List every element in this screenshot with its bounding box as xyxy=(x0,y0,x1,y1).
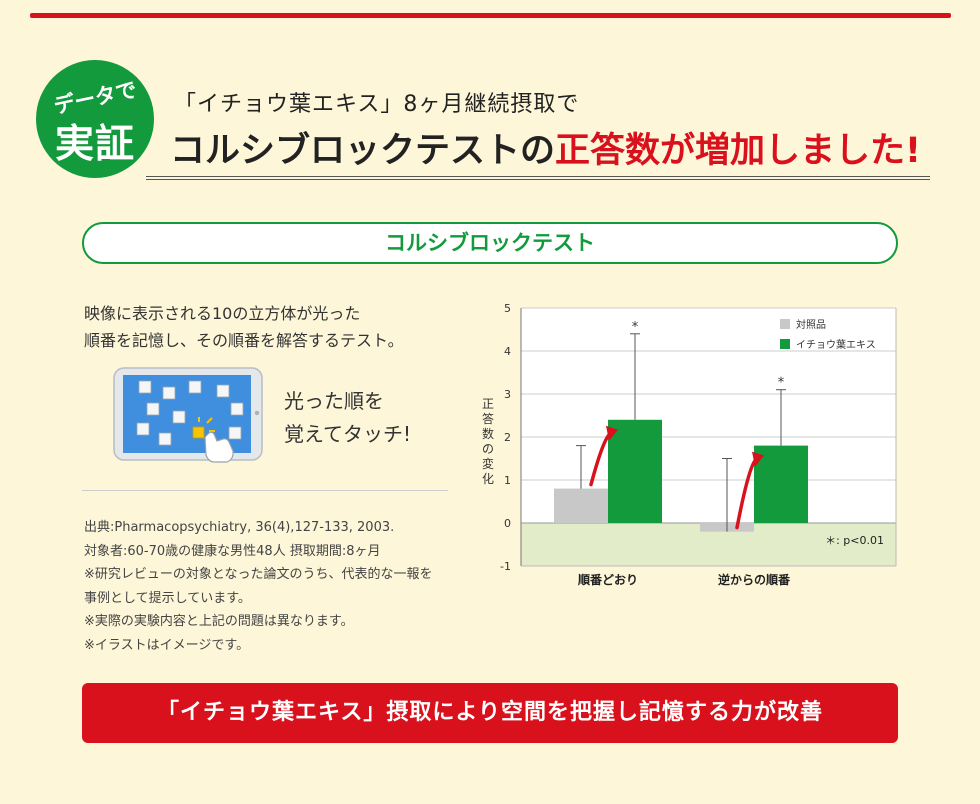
bar-ginkgo xyxy=(754,445,808,523)
significance-star: * xyxy=(632,320,639,335)
illustration-caption: 光った順を 覚えてタッチ! xyxy=(284,385,411,451)
y-axis-label-char: 変 xyxy=(482,456,494,471)
section-title-pill: コルシブロックテスト xyxy=(82,222,898,264)
note-line-6: ※イラストはイメージです。 xyxy=(84,637,250,653)
badge-big-text: 実証 xyxy=(54,122,135,167)
headline-subtitle: 「イチョウ葉エキス」8ヶ月継続摂取で xyxy=(174,92,580,117)
note-line-5: ※実際の実験内容と上記の問題は異なります。 xyxy=(84,614,354,629)
top-red-rule xyxy=(30,13,951,18)
bar-ginkgo xyxy=(608,419,662,523)
tablet-illustration xyxy=(113,367,263,463)
significance-star: * xyxy=(778,376,785,391)
description-line-2: 順番を記憶し、その順番を解答するテスト。 xyxy=(84,331,404,350)
y-tick-label: 1 xyxy=(504,474,511,487)
y-tick-label: 3 xyxy=(504,388,511,401)
section-divider xyxy=(82,490,448,491)
y-tick-label: -1 xyxy=(500,560,511,573)
increase-arrow-head xyxy=(606,425,618,441)
note-line-4: 事例として提示しています。 xyxy=(84,590,251,606)
test-description: 映像に表示される10の立方体が光った 順番を記憶し、その順番を解答するテスト。 xyxy=(84,300,404,354)
y-axis-label-char: 数 xyxy=(482,426,494,441)
headline-double-rule xyxy=(146,176,930,180)
caption-line-2: 覚えてタッチ! xyxy=(284,422,412,446)
note-line-1: 出典:Pharmacopsychiatry, 36(4),127-133, 20… xyxy=(84,520,395,535)
correct-answers-bar-chart: 5 4 3 2 1 0 -1 正答数の変化 * 順番どおり * 逆からの順番 対照品イチョウ葉エキス ＊:… xyxy=(466,296,906,596)
legend-label: 対照品 xyxy=(796,318,826,331)
bar-control xyxy=(554,488,608,523)
y-tick-label: 5 xyxy=(504,302,511,315)
y-axis-label-char: の xyxy=(482,442,494,456)
x-category-label: 順番どおり xyxy=(577,572,638,587)
headline-title-part2: 正答数が増加しました! xyxy=(555,131,921,171)
legend-swatch xyxy=(780,319,790,329)
y-tick-label: 0 xyxy=(504,517,511,530)
y-axis-label-char: 正 xyxy=(482,397,494,411)
y-tick-label: 4 xyxy=(504,345,511,358)
legend-swatch xyxy=(780,339,790,349)
y-axis-label-char: 答 xyxy=(482,411,494,426)
note-line-2: 対象者:60-70歳の健康な男性48人 摂取期間:8ヶ月 xyxy=(84,543,381,559)
x-category-label: 逆からの順番 xyxy=(718,572,791,587)
legend-label: イチョウ葉エキス xyxy=(796,338,876,351)
description-line-1: 映像に表示される10の立方体が光った xyxy=(84,304,361,323)
y-axis-label-char: 化 xyxy=(482,472,494,486)
source-notes: 出典:Pharmacopsychiatry, 36(4),127-133, 20… xyxy=(84,516,433,657)
headline-title-part1: コルシブロックテストの xyxy=(170,131,556,171)
increase-arrow-head xyxy=(752,451,764,467)
conclusion-banner: 「イチョウ葉エキス」摂取により空間を把握し記憶する力が改善 xyxy=(82,683,898,743)
note-line-3: ※研究レビューの対象となった論文のうち、代表的な一報を xyxy=(84,567,433,582)
significance-note: ＊: p<0.01 xyxy=(825,534,884,547)
caption-line-1: 光った順を xyxy=(284,389,384,413)
y-tick-label: 2 xyxy=(504,431,511,444)
headline-title: コルシブロックテストの正答数が増加しました! xyxy=(170,122,921,173)
data-proof-badge: データで 実証 xyxy=(36,60,154,178)
